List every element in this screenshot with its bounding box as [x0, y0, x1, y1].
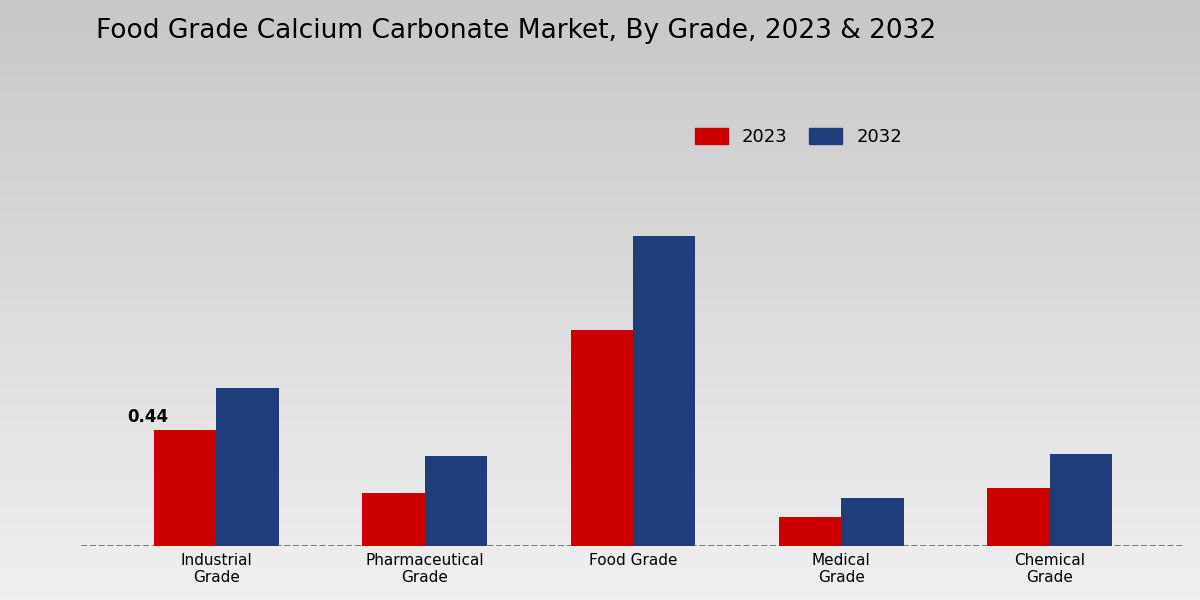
Bar — [988, 488, 1050, 545]
Text: 0.44: 0.44 — [127, 408, 168, 426]
Legend: 2023, 2032: 2023, 2032 — [688, 121, 910, 154]
Bar — [154, 430, 216, 545]
Bar — [634, 236, 696, 545]
Bar — [425, 457, 487, 545]
Bar — [841, 499, 904, 545]
Bar — [362, 493, 425, 545]
Bar — [570, 331, 634, 545]
Bar — [779, 517, 841, 545]
Text: Food Grade Calcium Carbonate Market, By Grade, 2023 & 2032: Food Grade Calcium Carbonate Market, By … — [96, 18, 936, 44]
Bar — [216, 388, 278, 545]
Bar — [1050, 454, 1112, 545]
